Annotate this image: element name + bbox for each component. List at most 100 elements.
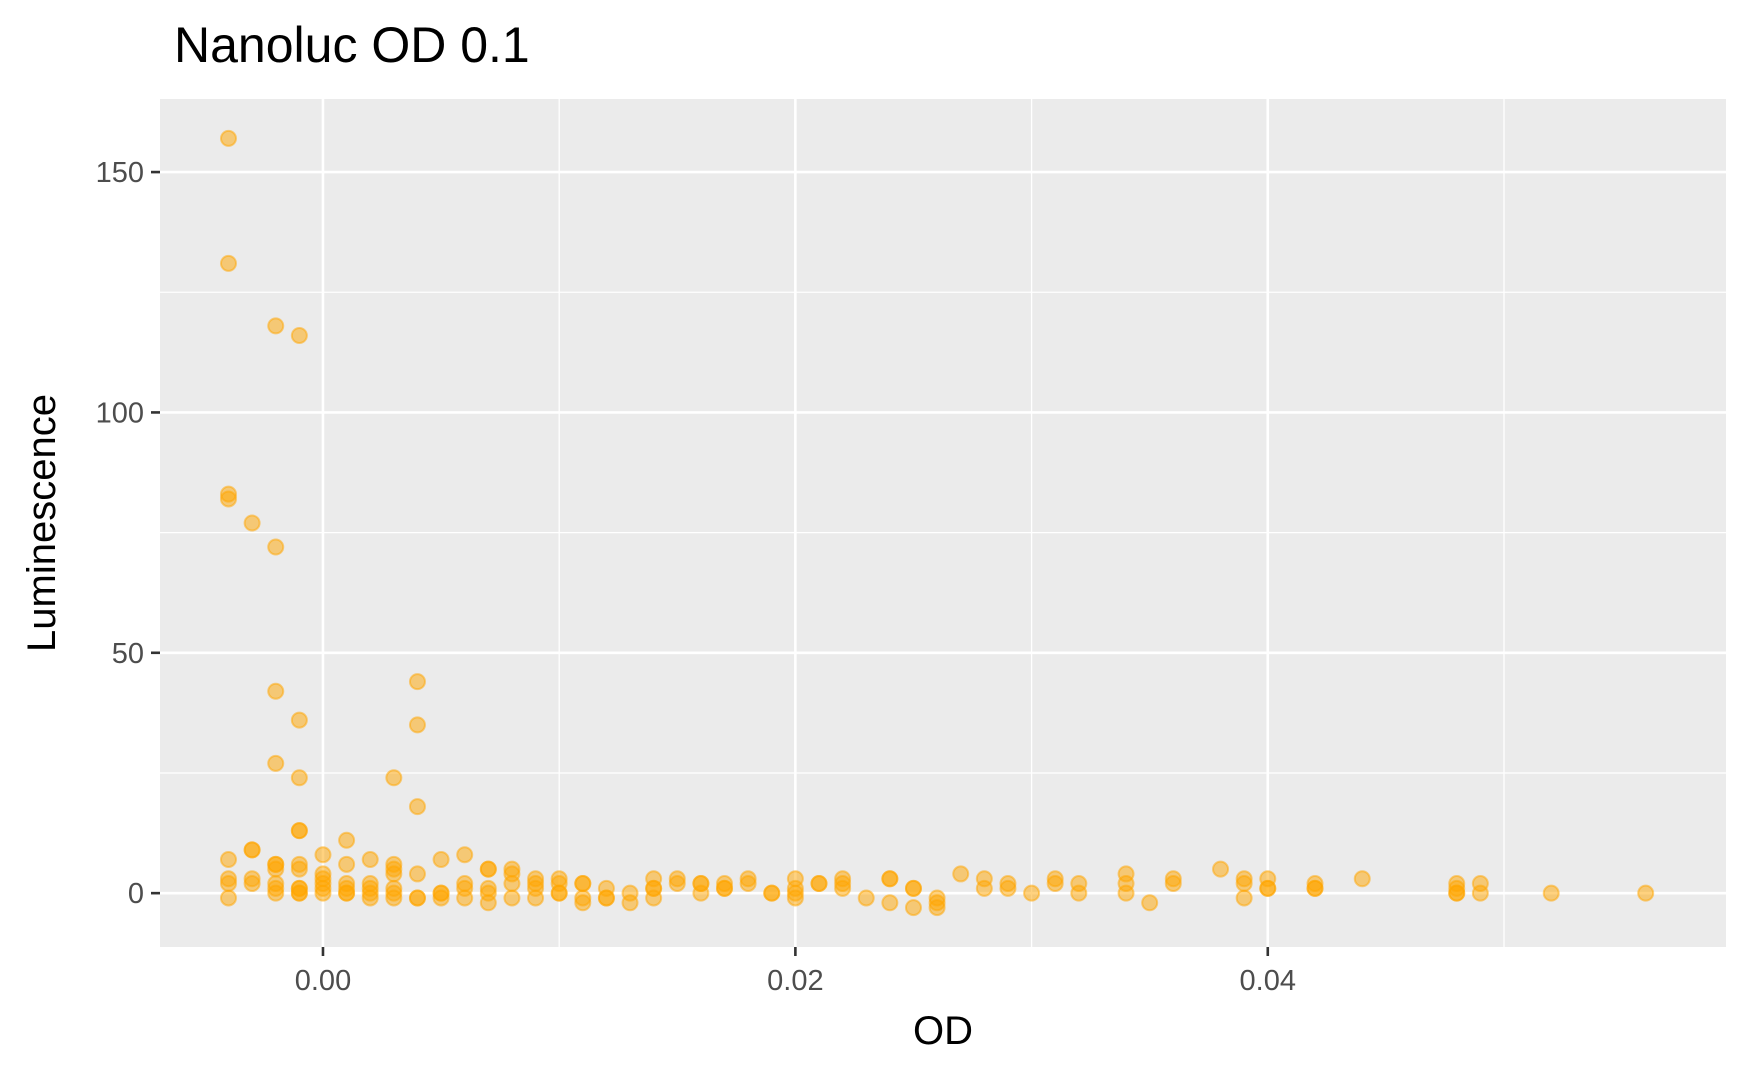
- data-point: [1306, 879, 1324, 897]
- data-point: [857, 889, 875, 907]
- data-point: [952, 865, 970, 883]
- data-point: [668, 875, 686, 893]
- data-point: [408, 798, 426, 816]
- data-point: [267, 682, 285, 700]
- chart-title: Nanoluc OD 0.1: [174, 17, 530, 73]
- data-point: [408, 889, 426, 907]
- data-point: [219, 889, 237, 907]
- data-point: [385, 865, 403, 883]
- data-point: [243, 875, 261, 893]
- data-point: [1448, 884, 1466, 902]
- x-tick-label: 0.00: [295, 965, 351, 997]
- data-point: [219, 490, 237, 508]
- data-point: [574, 894, 592, 912]
- data-point: [1259, 879, 1277, 897]
- data-point: [479, 894, 497, 912]
- data-point: [1023, 884, 1041, 902]
- data-point: [716, 879, 734, 897]
- data-point: [810, 875, 828, 893]
- data-point: [621, 894, 639, 912]
- data-point: [739, 875, 757, 893]
- data-point: [1164, 875, 1182, 893]
- data-point: [763, 884, 781, 902]
- data-point: [314, 884, 332, 902]
- data-point: [243, 514, 261, 532]
- data-point: [1353, 870, 1371, 888]
- data-point: [597, 889, 615, 907]
- data-point: [1235, 889, 1253, 907]
- data-point: [527, 889, 545, 907]
- data-point: [361, 889, 379, 907]
- data-point: [692, 884, 710, 902]
- data-point: [219, 851, 237, 869]
- data-point: [574, 875, 592, 893]
- y-tick-label: 50: [112, 638, 144, 670]
- data-point: [338, 831, 356, 849]
- data-point: [267, 860, 285, 878]
- data-point: [361, 851, 379, 869]
- data-point: [290, 860, 308, 878]
- data-point: [290, 822, 308, 840]
- grid-minor-lines: [160, 99, 1726, 947]
- data-point: [881, 894, 899, 912]
- data-point: [385, 889, 403, 907]
- data-point: [432, 851, 450, 869]
- data-point: [432, 889, 450, 907]
- data-point: [928, 899, 946, 917]
- x-axis: 0.00 0.02 0.04: [295, 947, 1296, 997]
- data-point: [904, 899, 922, 917]
- data-point: [290, 769, 308, 787]
- x-axis-title: OD: [913, 1009, 973, 1053]
- data-point: [786, 889, 804, 907]
- data-point: [503, 889, 521, 907]
- data-point: [219, 129, 237, 147]
- y-tick-label: 150: [96, 157, 144, 189]
- data-point: [408, 865, 426, 883]
- data-point: [267, 884, 285, 902]
- y-axis: 0 50 100 150: [96, 157, 160, 910]
- data-point: [338, 855, 356, 873]
- data-point: [219, 254, 237, 272]
- data-point: [1070, 884, 1088, 902]
- data-point: [975, 879, 993, 897]
- data-point: [1542, 884, 1560, 902]
- data-point: [1212, 860, 1230, 878]
- data-point: [1141, 894, 1159, 912]
- data-point: [408, 673, 426, 691]
- data-point: [550, 884, 568, 902]
- data-point: [408, 716, 426, 734]
- data-point: [479, 860, 497, 878]
- data-point: [338, 884, 356, 902]
- data-point: [456, 889, 474, 907]
- data-point: [904, 879, 922, 897]
- data-point: [1471, 884, 1489, 902]
- data-point: [267, 538, 285, 556]
- data-points: [219, 129, 1655, 917]
- y-tick-label: 0: [128, 878, 144, 910]
- y-tick-label: 100: [96, 397, 144, 429]
- data-point: [834, 879, 852, 897]
- data-point: [267, 317, 285, 335]
- x-tick-label: 0.04: [1240, 965, 1296, 997]
- data-point: [267, 754, 285, 772]
- data-point: [999, 879, 1017, 897]
- data-point: [219, 875, 237, 893]
- data-point: [290, 884, 308, 902]
- y-axis-title: Luminescence: [20, 394, 64, 652]
- plot-panel: [160, 99, 1726, 947]
- data-point: [290, 327, 308, 345]
- data-point: [1046, 875, 1064, 893]
- data-point: [1235, 875, 1253, 893]
- data-point: [385, 769, 403, 787]
- data-point: [645, 889, 663, 907]
- data-point: [243, 841, 261, 859]
- data-point: [503, 875, 521, 893]
- data-point: [1637, 884, 1655, 902]
- x-tick-label: 0.02: [767, 965, 823, 997]
- data-point: [314, 846, 332, 864]
- data-point: [290, 711, 308, 729]
- data-point: [456, 846, 474, 864]
- data-point: [1117, 884, 1135, 902]
- data-point: [881, 870, 899, 888]
